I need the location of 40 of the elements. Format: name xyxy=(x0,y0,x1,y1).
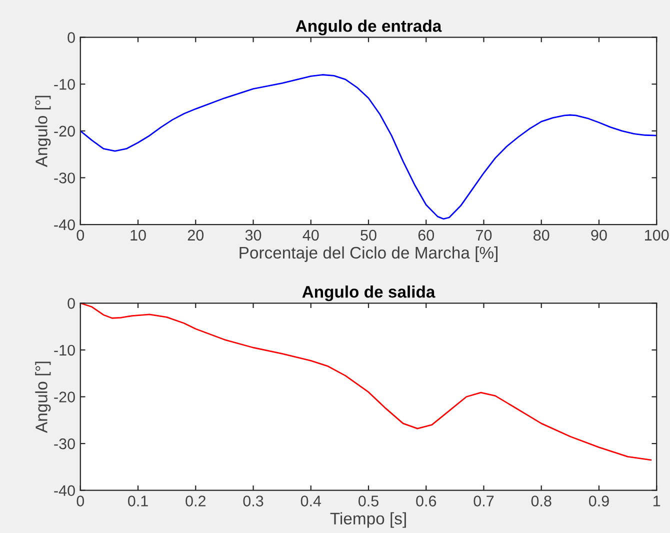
y-tick-label: -40 xyxy=(54,219,75,230)
x-tick-label: 0.9 xyxy=(588,496,609,506)
chart-title: Angulo de entrada xyxy=(296,20,442,36)
x-tick-label: 40 xyxy=(302,230,319,241)
x-tick-label: 70 xyxy=(476,230,492,241)
y-tick-label: -30 xyxy=(54,438,75,450)
y-axis-title: Angulo [°] xyxy=(35,96,51,168)
x-tick-label: 50 xyxy=(360,230,376,241)
x-tick-label: 20 xyxy=(188,230,204,241)
x-axis-title: Porcentaje del Ciclo de Marcha [%] xyxy=(240,246,498,262)
x-tick-label: 1 xyxy=(654,496,660,506)
x-tick-label: 90 xyxy=(591,230,607,241)
x-tick-label: 0.4 xyxy=(300,496,322,506)
y-tick-label: -10 xyxy=(54,78,75,90)
y-tick-label: -20 xyxy=(54,392,75,402)
y-tick-label: 0 xyxy=(68,32,75,43)
x-axis-title: Tiempo [s] xyxy=(330,512,406,528)
x-tick-label: 0.3 xyxy=(243,496,264,506)
y-tick-label: -10 xyxy=(54,344,75,356)
x-tick-label: 0.6 xyxy=(416,496,436,506)
line-series xyxy=(80,303,652,461)
x-tick-label: 0 xyxy=(76,230,84,241)
x-tick-label: 0 xyxy=(76,496,84,506)
x-tick-label: 0.7 xyxy=(474,496,494,506)
y-tick-label: -30 xyxy=(54,172,75,184)
chart-title: Angulo de salida xyxy=(302,286,436,302)
y-tick-label: -40 xyxy=(54,485,75,496)
x-tick-label: 60 xyxy=(418,230,434,241)
x-tick-label: 0.1 xyxy=(128,496,148,506)
x-tick-label: 10 xyxy=(130,230,146,241)
line-series xyxy=(80,74,657,220)
x-tick-label: 100 xyxy=(645,230,669,241)
x-tick-label: 0.5 xyxy=(358,496,378,506)
y-axis-title: Angulo [°] xyxy=(35,362,51,433)
x-tick-label: 30 xyxy=(245,230,262,241)
y-tick-label: 0 xyxy=(68,298,75,309)
x-tick-label: 80 xyxy=(534,230,550,241)
x-tick-label: 0.2 xyxy=(186,496,206,506)
y-tick-label: -20 xyxy=(54,126,75,137)
x-tick-label: 0.8 xyxy=(531,496,552,506)
